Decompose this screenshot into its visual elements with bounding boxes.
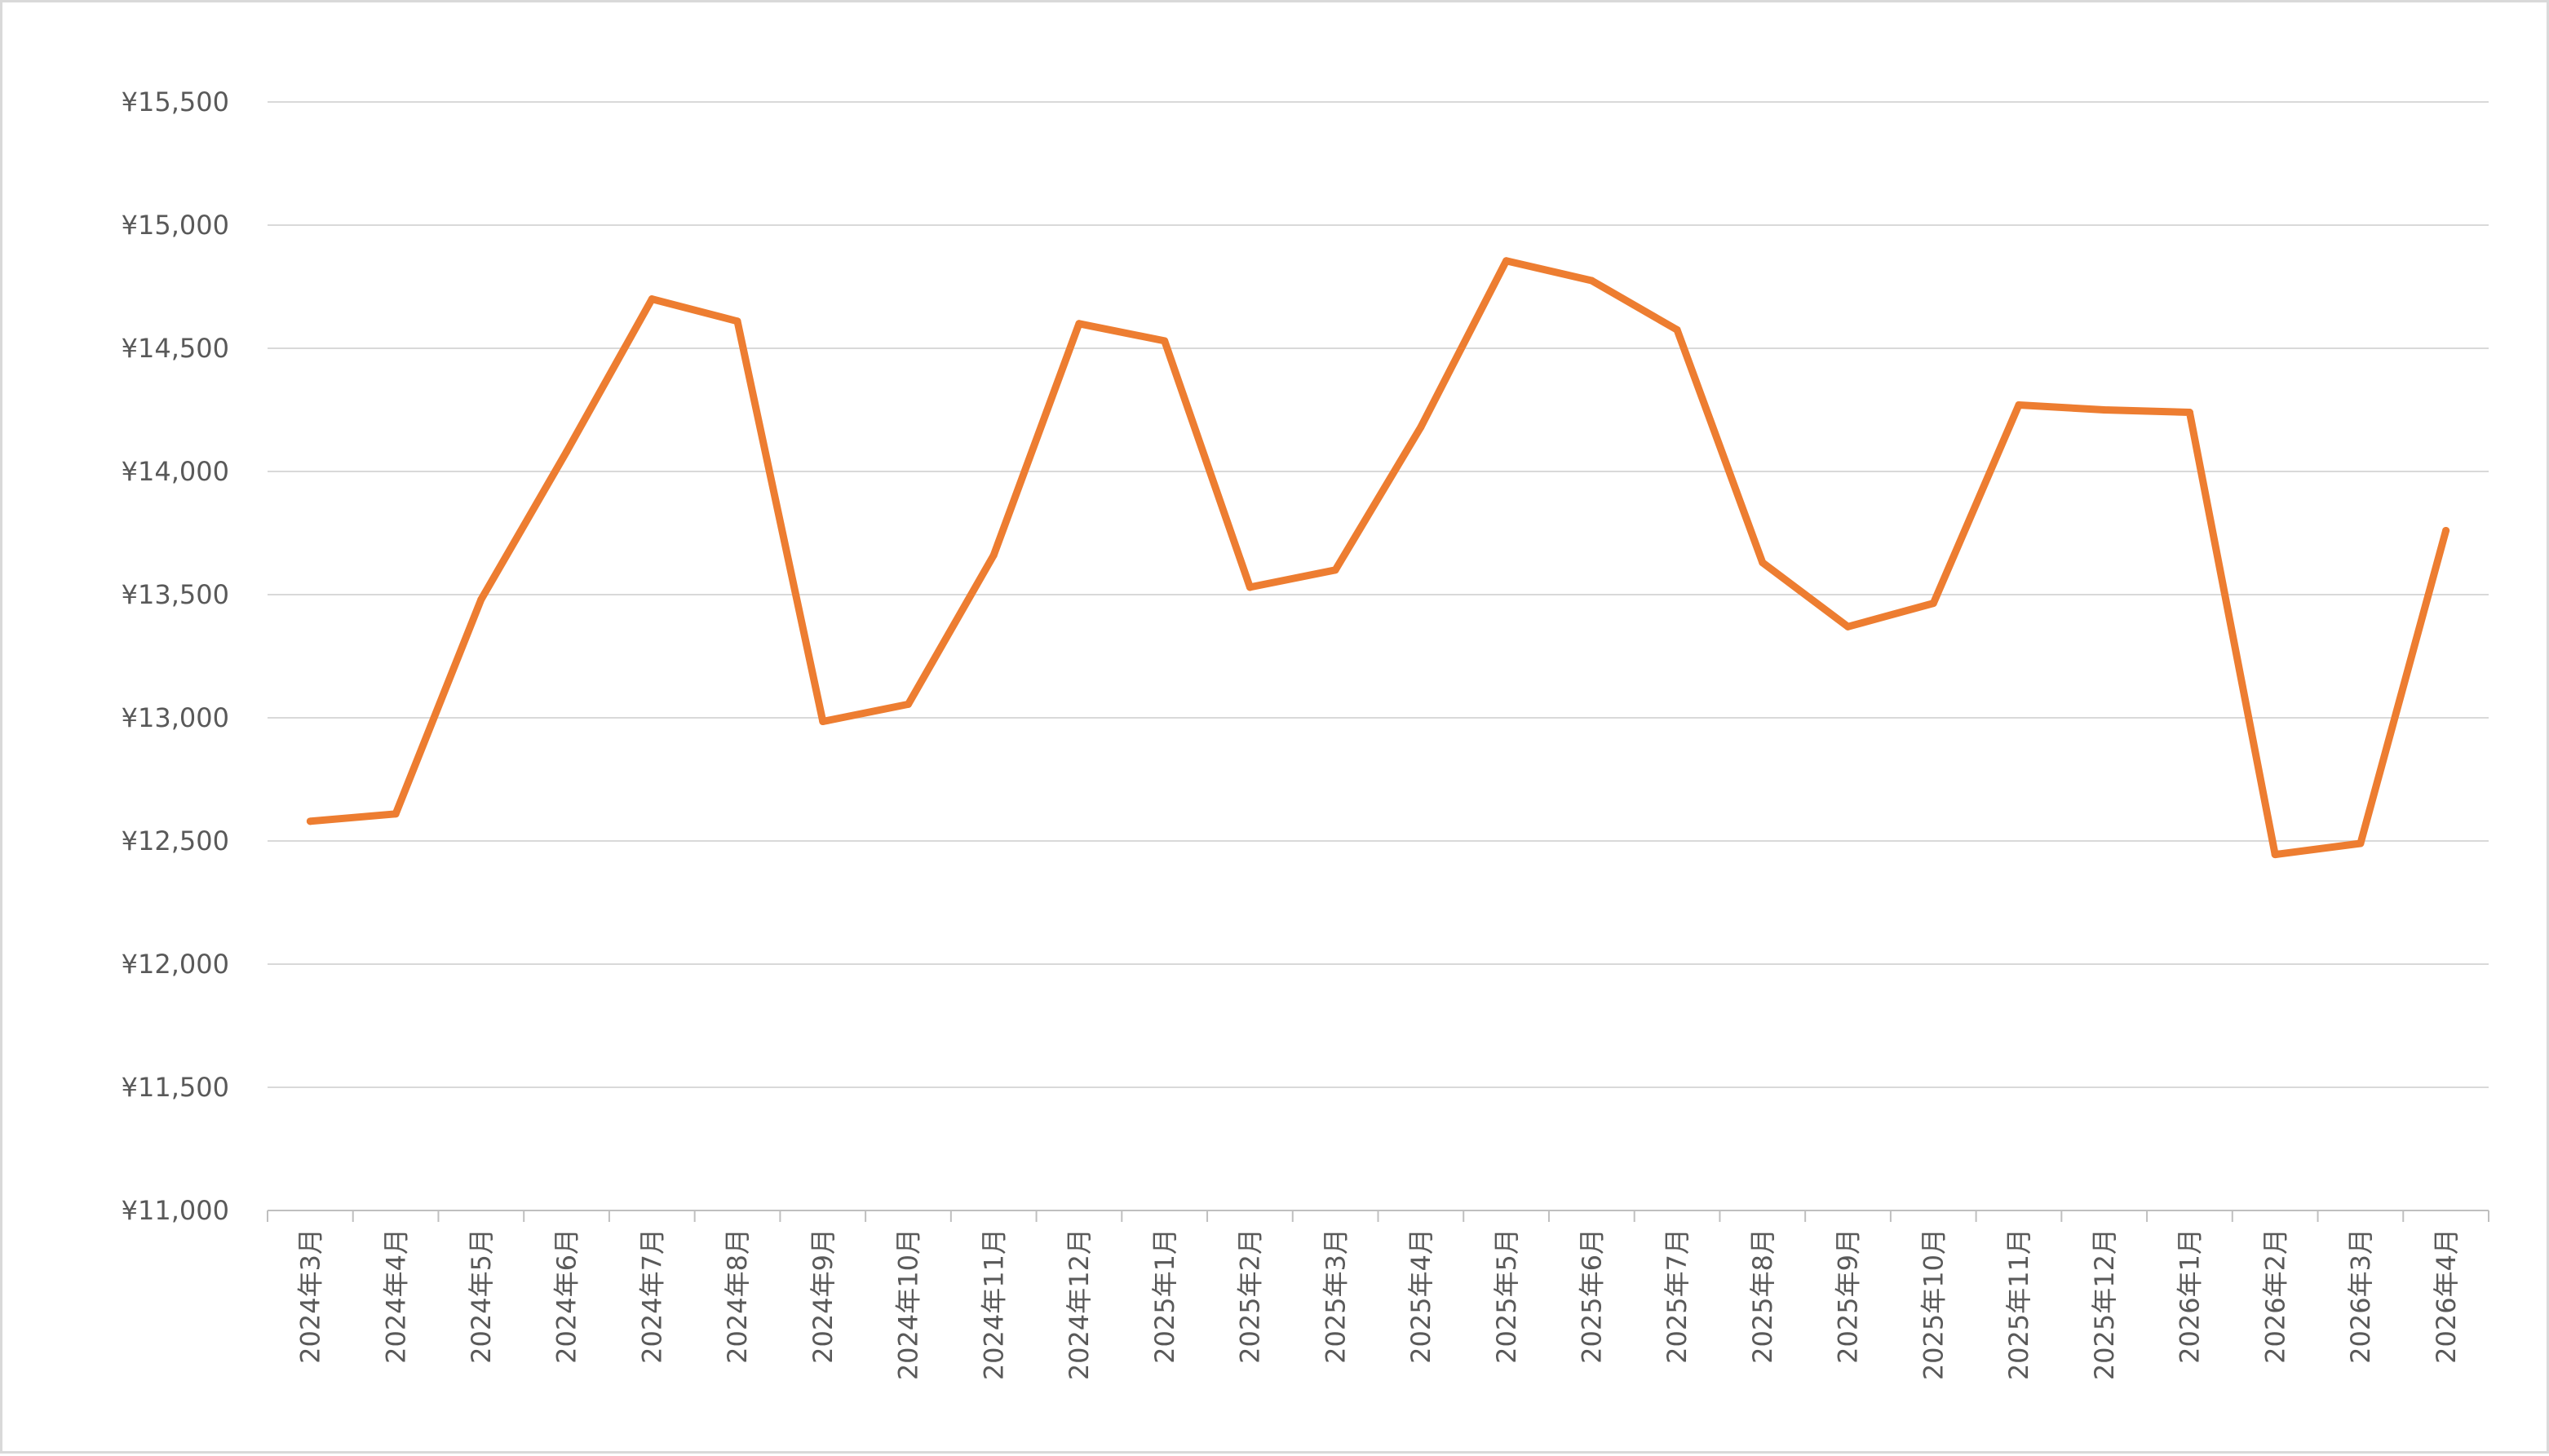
- series-line: [306, 257, 2450, 859]
- x-tick-label: 2025年5月: [1491, 1228, 1522, 1364]
- x-tick-label: 2024年12月: [1064, 1228, 1095, 1380]
- x-tick-label: 2024年9月: [808, 1228, 839, 1364]
- x-tick-label: 2025年11月: [2003, 1228, 2034, 1380]
- data-point: [819, 718, 827, 726]
- y-tick-label: ¥15,500: [122, 86, 229, 117]
- data-point: [563, 448, 571, 456]
- x-tick-label: 2025年8月: [1747, 1228, 1778, 1364]
- y-tick-label: ¥15,000: [122, 210, 229, 241]
- x-tick-label: 2025年2月: [1235, 1228, 1266, 1364]
- data-point: [1161, 337, 1169, 345]
- data-point: [989, 551, 998, 560]
- data-point: [1417, 423, 1425, 431]
- data-point: [1075, 320, 1083, 328]
- x-tick-label: 2024年5月: [466, 1228, 497, 1364]
- data-point: [904, 700, 912, 708]
- x-tick-label: 2026年4月: [2431, 1228, 2462, 1364]
- data-point: [2015, 401, 2023, 409]
- data-point: [2271, 851, 2279, 859]
- data-point: [1331, 566, 1339, 574]
- data-point: [1759, 559, 1767, 567]
- data-point: [1502, 257, 1511, 265]
- x-tick-label: 2024年3月: [295, 1228, 326, 1364]
- y-tick-label: ¥11,000: [122, 1195, 229, 1226]
- y-tick-label: ¥12,500: [122, 825, 229, 856]
- x-tick-label: 2024年7月: [636, 1228, 667, 1364]
- data-point: [2442, 526, 2450, 534]
- x-tick-label: 2024年4月: [380, 1228, 411, 1364]
- data-point: [1587, 277, 1595, 285]
- data-point: [1929, 600, 1937, 608]
- data-point: [2356, 839, 2365, 847]
- x-tick-label: 2025年3月: [1320, 1228, 1351, 1364]
- y-tick-label: ¥13,500: [122, 579, 229, 610]
- x-tick-label: 2025年7月: [1662, 1228, 1693, 1364]
- data-point: [1844, 622, 1852, 631]
- x-axis: [267, 1210, 2489, 1222]
- x-tick-label: 2024年8月: [722, 1228, 753, 1364]
- x-tick-label: 2025年6月: [1577, 1228, 1608, 1364]
- x-tick-label: 2026年1月: [2175, 1228, 2206, 1364]
- data-point: [733, 317, 741, 325]
- data-point: [306, 817, 314, 825]
- data-point: [648, 295, 656, 303]
- x-tick-label: 2025年9月: [1833, 1228, 1864, 1364]
- y-tick-label: ¥14,500: [122, 333, 229, 364]
- x-tick-label: 2024年6月: [551, 1228, 582, 1364]
- y-tick-label: ¥12,000: [122, 949, 229, 980]
- data-point: [1246, 583, 1254, 591]
- x-tick-label: 2025年10月: [1918, 1228, 1949, 1380]
- x-axis-tick-labels: 2024年3月 2024年4月 2024年5月 2024年6月 2024年7月 2024年…: [295, 1228, 2462, 1380]
- data-point: [477, 595, 485, 604]
- series-layer: [306, 257, 2450, 859]
- y-tick-label: ¥14,000: [122, 456, 229, 487]
- x-tick-label: 2025年12月: [2089, 1228, 2120, 1380]
- y-axis-tick-labels: ¥11,000 ¥11,500 ¥12,000 ¥12,500 ¥13,000 ¥13,5…: [122, 86, 229, 1226]
- x-tick-label: 2026年3月: [2345, 1228, 2376, 1364]
- gridlines: [268, 101, 2489, 1088]
- x-tick-label: 2024年11月: [978, 1228, 1009, 1380]
- data-point: [2100, 406, 2109, 414]
- y-tick-label: ¥13,000: [122, 702, 229, 733]
- x-tick-label: 2024年10月: [893, 1228, 924, 1380]
- data-point: [1673, 325, 1681, 334]
- x-tick-label: 2025年1月: [1149, 1228, 1180, 1364]
- x-tick-label: 2026年2月: [2259, 1228, 2290, 1364]
- data-point: [392, 810, 400, 818]
- x-tick-label: 2025年4月: [1405, 1228, 1436, 1364]
- y-tick-label: ¥11,500: [122, 1072, 229, 1103]
- data-point: [2185, 409, 2193, 417]
